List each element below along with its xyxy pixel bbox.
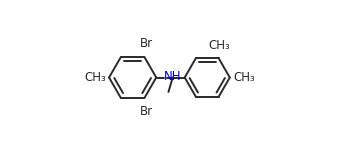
- Text: Br: Br: [139, 37, 153, 50]
- Text: CH₃: CH₃: [209, 39, 230, 52]
- Text: Br: Br: [139, 105, 153, 118]
- Text: NH: NH: [164, 70, 181, 83]
- Text: CH₃: CH₃: [233, 71, 255, 84]
- Text: CH₃: CH₃: [84, 71, 106, 84]
